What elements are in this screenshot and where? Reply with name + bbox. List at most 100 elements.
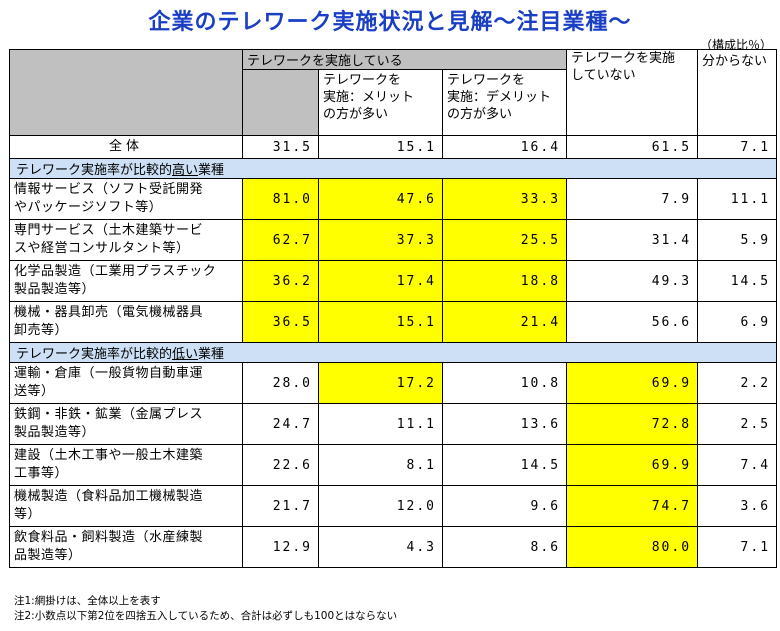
table-row: 飲食料品・飼料製造（水産練製 品製造等） 12.9 4.3 8.6 80.0 7.1 (9, 526, 778, 568)
value-cell: 7.4 (697, 444, 778, 486)
telework-table: テレワークを実施している テレワークを実施 していない 分からない テレワークを… (8, 49, 778, 568)
header-demerit-line3: の方が多い (447, 107, 513, 122)
value-cell: 12.9 (242, 526, 319, 568)
industry-label: 鉄鋼・非鉄・鉱業（金属プレス 製品製造等） (9, 403, 243, 445)
industry-label-line: 卸売等） (14, 323, 69, 338)
value-cell: 25.5 (441, 219, 568, 261)
page-title: 企業のテレワーク実施状況と見解～注目業種～ (148, 10, 632, 35)
industry-label: 建設（土木工事や一般土木建築 工事等） (9, 444, 243, 486)
value-cell: 62.7 (242, 219, 319, 261)
section-title: テレワーク実施率が比較的低い業種 (8, 342, 778, 363)
table-row: 機械製造（食料品加工機械製造 等） 21.7 12.0 9.6 74.7 3.6 (9, 485, 778, 527)
table-row: 情報サービス（ソフト受託開発 やパッケージソフト等） 81.0 47.6 33.3 7.9… (9, 178, 778, 220)
value-cell: 74.7 (566, 485, 699, 527)
industry-label-line: 品製造等） (14, 548, 82, 563)
header-implemented: テレワークを実施している (241, 49, 568, 70)
industry-label: 化学品製造（工業用プラスチック 製品製造等） (9, 260, 243, 302)
section-title-post: 業種 (198, 347, 225, 362)
industry-label-line: スや経営コンサルタント等） (14, 241, 190, 256)
value-cell: 12.0 (318, 485, 443, 527)
industry-label-line: 情報サービス（ソフト受託開発 (14, 182, 204, 197)
header-blank (9, 49, 243, 136)
footnote-1: 注1:網掛けは、全体以上を表す (14, 595, 161, 607)
table-row: 機械・器具卸売（電気機械器具 卸売等） 36.5 15.1 21.4 56.6 6.9 (9, 301, 778, 343)
industry-label-line: 等） (14, 507, 42, 522)
industry-label-line: 建設（土木工事や一般土木建築 (14, 448, 204, 463)
industry-label-line: 機械製造（食料品加工機械製造 (14, 489, 204, 504)
industry-label-line: 鉄鋼・非鉄・鉱業（金属プレス (14, 407, 204, 422)
value-cell: 15.1 (318, 301, 443, 343)
value-cell: 11.1 (697, 178, 778, 220)
industry-label: 情報サービス（ソフト受託開発 やパッケージソフト等） (9, 178, 243, 220)
value-cell: 81.0 (242, 178, 319, 220)
footnotes: 注1:網掛けは、全体以上を表す 注2:小数点以下第2位を四捨五入しているため、合… (14, 594, 397, 624)
header-demerit-line2: 実施：デメリット (447, 90, 552, 105)
value-cell: 69.9 (566, 444, 699, 486)
value-cell: 69.9 (566, 362, 699, 404)
header-implemented-total (242, 69, 319, 136)
value-cell: 21.4 (441, 301, 568, 343)
header-not-implemented-line1: テレワークを実施 (571, 51, 676, 66)
section-title-underlined: 高い (172, 163, 199, 178)
header-demerit: テレワークを 実施：デメリット の方が多い (441, 69, 568, 136)
value-cell: 36.2 (242, 260, 319, 302)
industry-label-line: 送等） (14, 384, 55, 399)
table-row: 鉄鋼・非鉄・鉱業（金属プレス 製品製造等） 24.7 11.1 13.6 72.8 2.5 (9, 403, 778, 445)
section-title-pre: テレワーク実施率が比較的 (16, 347, 173, 362)
header-not-implemented: テレワークを実施 していない (566, 49, 699, 136)
header-merit-line3: の方が多い (323, 107, 389, 122)
value-cell: 14.5 (697, 260, 778, 302)
value-cell: 8.1 (318, 444, 443, 486)
value-cell: 2.2 (697, 362, 778, 404)
value-cell: 18.8 (441, 260, 568, 302)
value-cell: 72.8 (566, 403, 699, 445)
industry-label-line: 製品製造等） (14, 425, 96, 440)
value-cell: 7.1 (697, 526, 778, 568)
value-cell: 28.0 (242, 362, 319, 404)
value-cell: 36.5 (242, 301, 319, 343)
industry-label-line: 工事等） (14, 466, 69, 481)
header-merit-line2: 実施：メリット (323, 90, 415, 105)
section-title-post: 業種 (198, 163, 225, 178)
value-cell: 3.6 (697, 485, 778, 527)
total-row: 全体 31.5 15.1 16.4 61.5 7.1 (9, 135, 778, 159)
value-cell: 2.5 (697, 403, 778, 445)
value-cell: 9.6 (441, 485, 568, 527)
total-value: 15.1 (318, 135, 443, 159)
value-cell: 10.8 (441, 362, 568, 404)
value-cell: 8.6 (441, 526, 568, 568)
value-cell: 47.6 (318, 178, 443, 220)
value-cell: 7.9 (566, 178, 699, 220)
value-cell: 31.4 (566, 219, 699, 261)
value-cell: 11.1 (318, 403, 443, 445)
value-cell: 21.7 (242, 485, 319, 527)
value-cell: 37.3 (318, 219, 443, 261)
section-title-underlined: 低い (172, 347, 199, 362)
value-cell: 17.2 (318, 362, 443, 404)
industry-label-line: 運輸・倉庫（一般貨物自動車運 (14, 366, 204, 381)
industry-label: 飲食料品・飼料製造（水産練製 品製造等） (9, 526, 243, 568)
industry-label: 機械・器具卸売（電気機械器具 卸売等） (9, 301, 243, 343)
total-value: 31.5 (242, 135, 319, 159)
table-row: 専門サービス（土木建築サービ スや経営コンサルタント等） 62.7 37.3 25.5 3… (9, 219, 778, 261)
value-cell: 56.6 (566, 301, 699, 343)
value-cell: 13.6 (441, 403, 568, 445)
total-label: 全体 (9, 135, 243, 159)
header-unknown: 分からない (697, 49, 778, 136)
industry-label-line: やパッケージソフト等） (14, 200, 163, 215)
value-cell: 17.4 (318, 260, 443, 302)
industry-label: 機械製造（食料品加工機械製造 等） (9, 485, 243, 527)
value-cell: 22.6 (242, 444, 319, 486)
industry-label-line: 化学品製造（工業用プラスチック (14, 264, 217, 279)
table-row: 建設（土木工事や一般土木建築 工事等） 22.6 8.1 14.5 69.9 7.4 (9, 444, 778, 486)
value-cell: 33.3 (441, 178, 568, 220)
header-merit-line1: テレワークを (323, 73, 402, 88)
industry-label: 運輸・倉庫（一般貨物自動車運 送等） (9, 362, 243, 404)
table-row: 運輸・倉庫（一般貨物自動車運 送等） 28.0 17.2 10.8 69.9 2.2 (9, 362, 778, 404)
value-cell: 80.0 (566, 526, 699, 568)
header-demerit-line1: テレワークを (447, 73, 526, 88)
industry-label-line: 飲食料品・飼料製造（水産練製 (14, 530, 204, 545)
total-value: 61.5 (566, 135, 699, 159)
total-value: 7.1 (697, 135, 778, 159)
industry-label-line: 専門サービス（土木建築サービ (14, 223, 204, 238)
